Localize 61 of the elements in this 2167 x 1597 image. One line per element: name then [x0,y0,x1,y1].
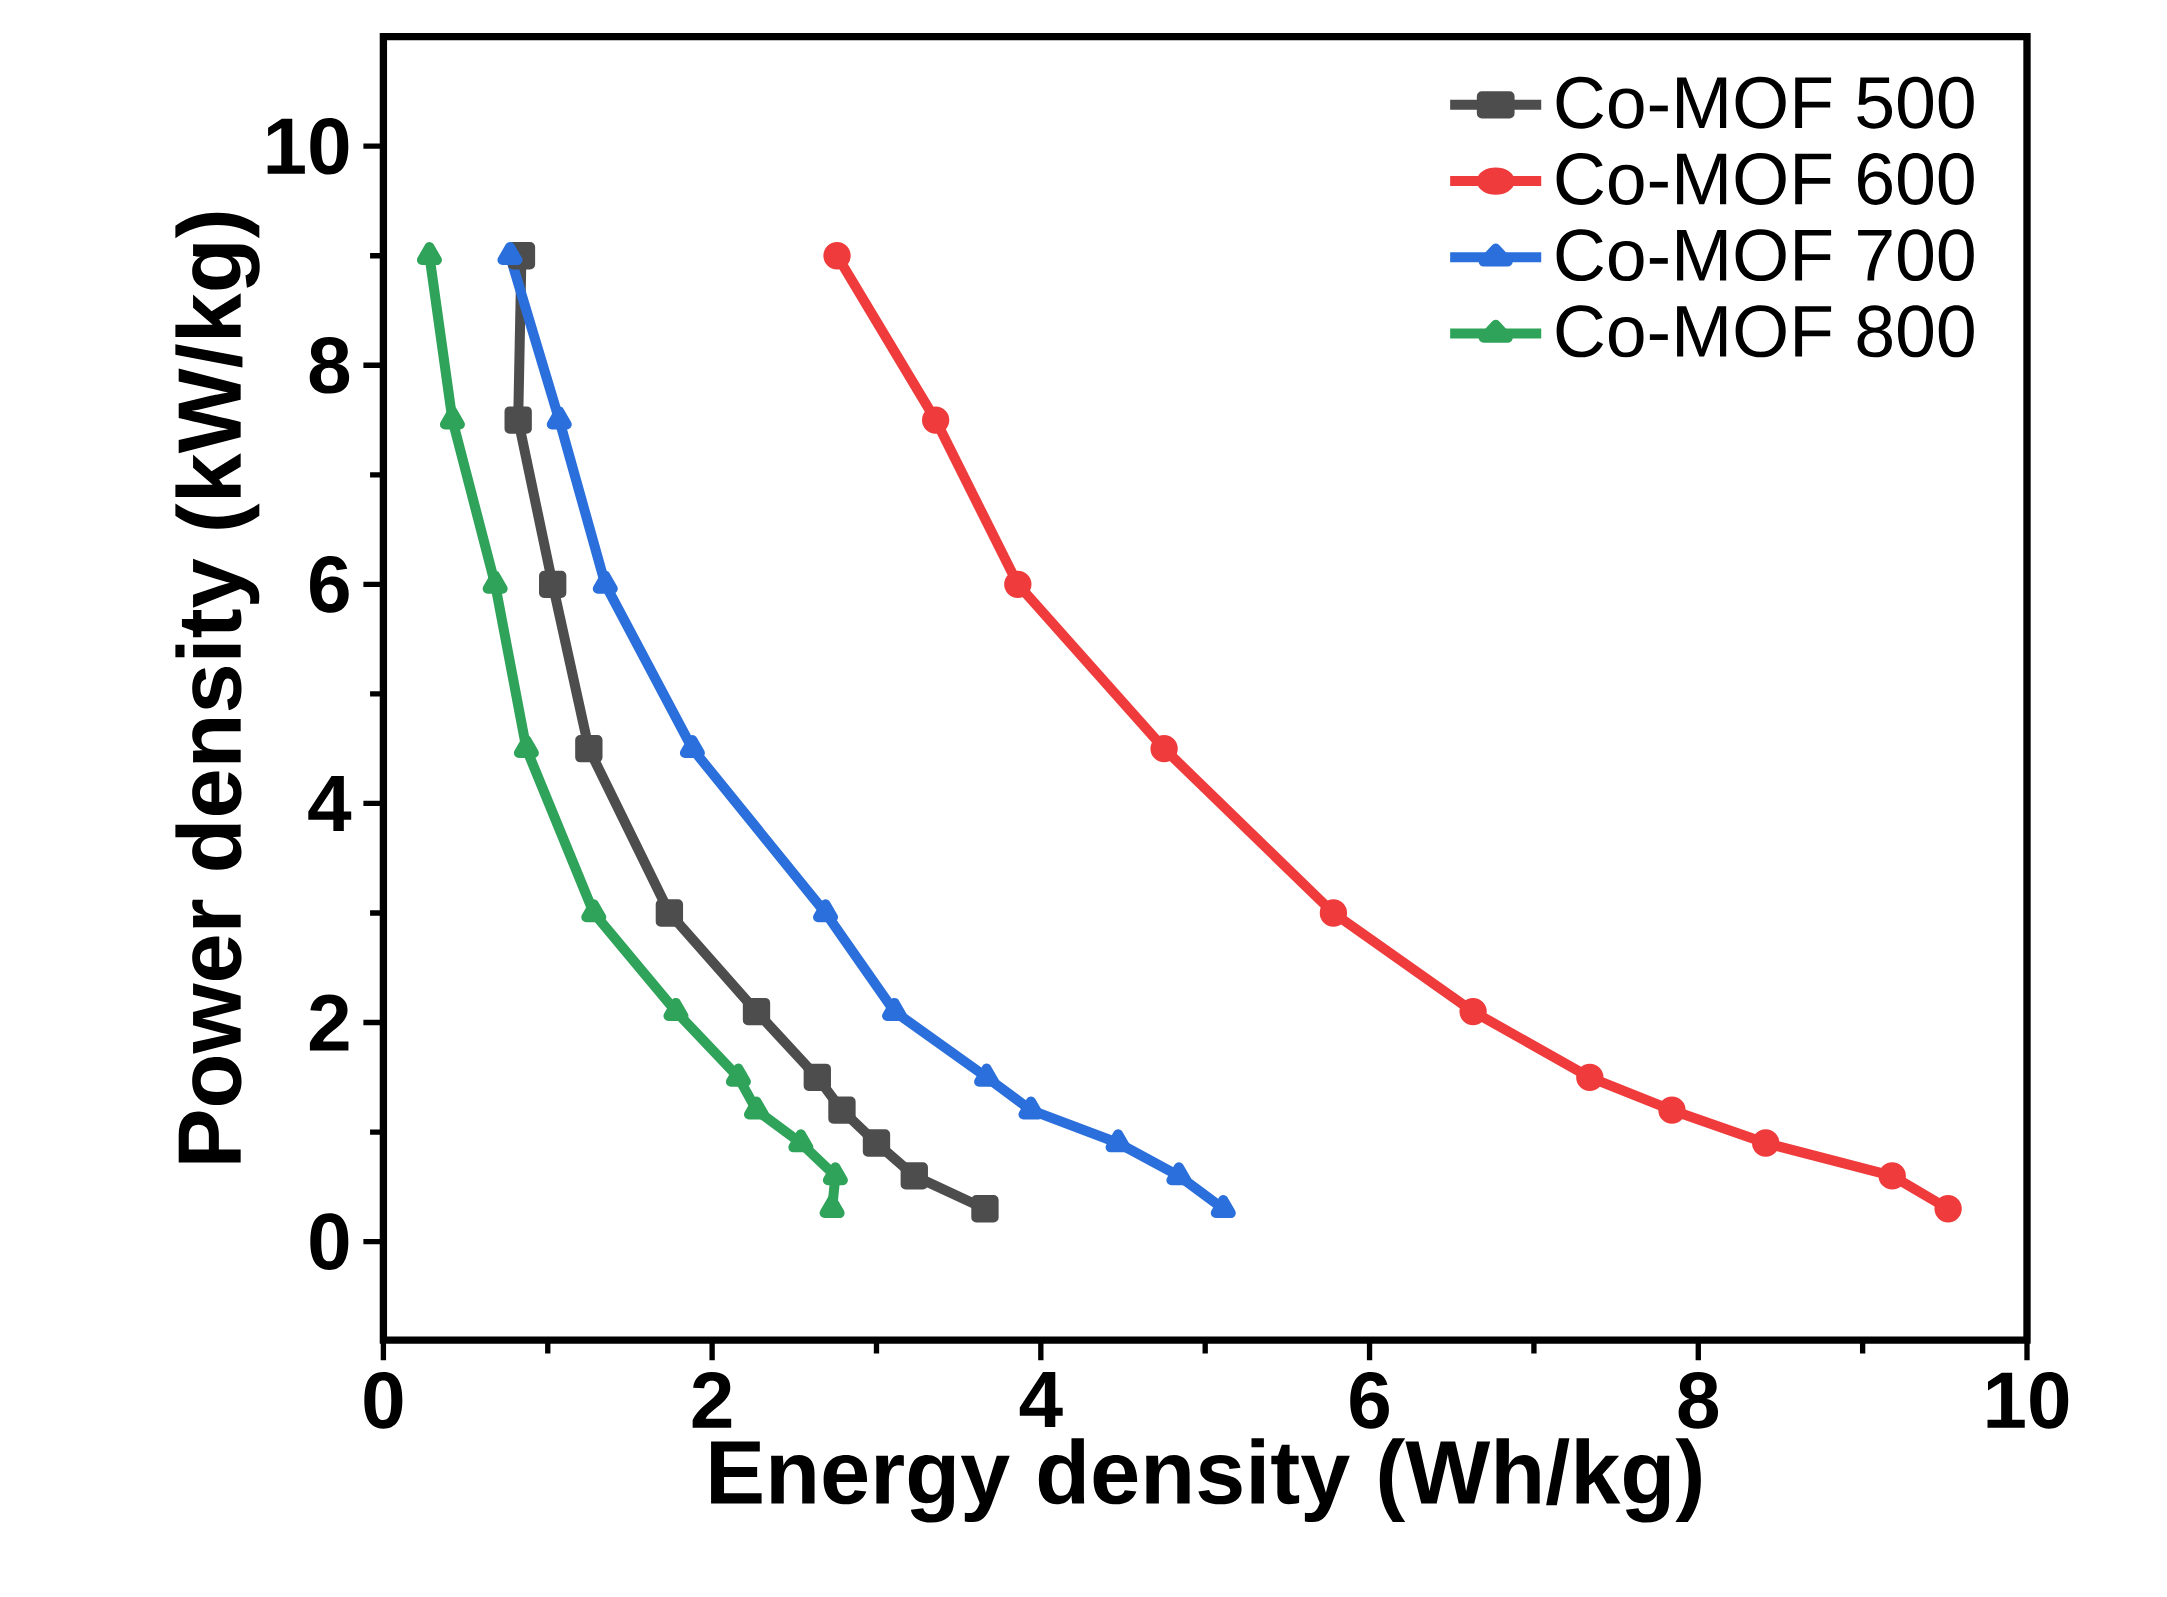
x-tick-label: 6 [1350,1372,1389,1429]
point [882,997,908,1021]
x-axis-title: Energy density (Wh/kg) [711,1438,1701,1523]
point [513,735,539,759]
point [1752,1129,1780,1157]
x-tick-label: 0 [364,1372,403,1429]
x-tick-label: 10 [1987,1372,2069,1429]
point [813,899,839,923]
point [592,570,618,594]
y-tick-label: 10 [267,117,349,175]
point [581,899,607,923]
point [819,1195,845,1219]
point [1166,1162,1192,1186]
point [725,1063,751,1087]
point [439,406,465,430]
point [546,406,572,430]
y-axis-title: Power density (kW/kg) [175,212,260,1163]
point [1576,1063,1604,1092]
point [823,242,851,270]
point [1210,1195,1236,1219]
x-tick-label: 8 [1678,1372,1719,1429]
y-tick-label: 6 [310,556,349,613]
point [1934,1195,1962,1223]
y-tick-label: 2 [309,994,349,1051]
point [921,406,950,434]
y-tick-label: 4 [308,775,352,832]
point [1150,735,1178,763]
legend-label: Co-MOF 700 [1556,229,1974,282]
point [497,242,523,266]
x-tick-label: 4 [1019,1372,1063,1428]
x-tick-label: 2 [692,1372,732,1428]
legend-label: Co-MOF 600 [1556,152,1974,205]
point [575,735,603,763]
point [1459,997,1487,1026]
legend-label: Co-MOF 800 [1556,305,1974,358]
point [1658,1096,1686,1124]
point [655,899,684,927]
point [482,570,508,594]
point [788,1129,814,1153]
point [1105,1129,1131,1153]
point [1878,1162,1906,1190]
point [1004,570,1032,599]
legend-label: Co-MOF 500 [1556,76,1974,129]
point [743,1096,769,1120]
point [828,1096,856,1124]
point [900,1162,928,1190]
point [539,570,567,599]
point [1018,1096,1044,1120]
point [663,997,689,1021]
point [742,997,771,1026]
point [971,1195,999,1223]
point [416,242,442,266]
point [1319,899,1348,927]
point [679,735,705,759]
y-tick-label: 8 [309,337,350,394]
point [974,1063,1000,1087]
point [504,406,532,434]
point [803,1063,831,1092]
point [862,1129,891,1157]
y-tick-label: 0 [310,1213,349,1270]
point [822,1162,848,1186]
